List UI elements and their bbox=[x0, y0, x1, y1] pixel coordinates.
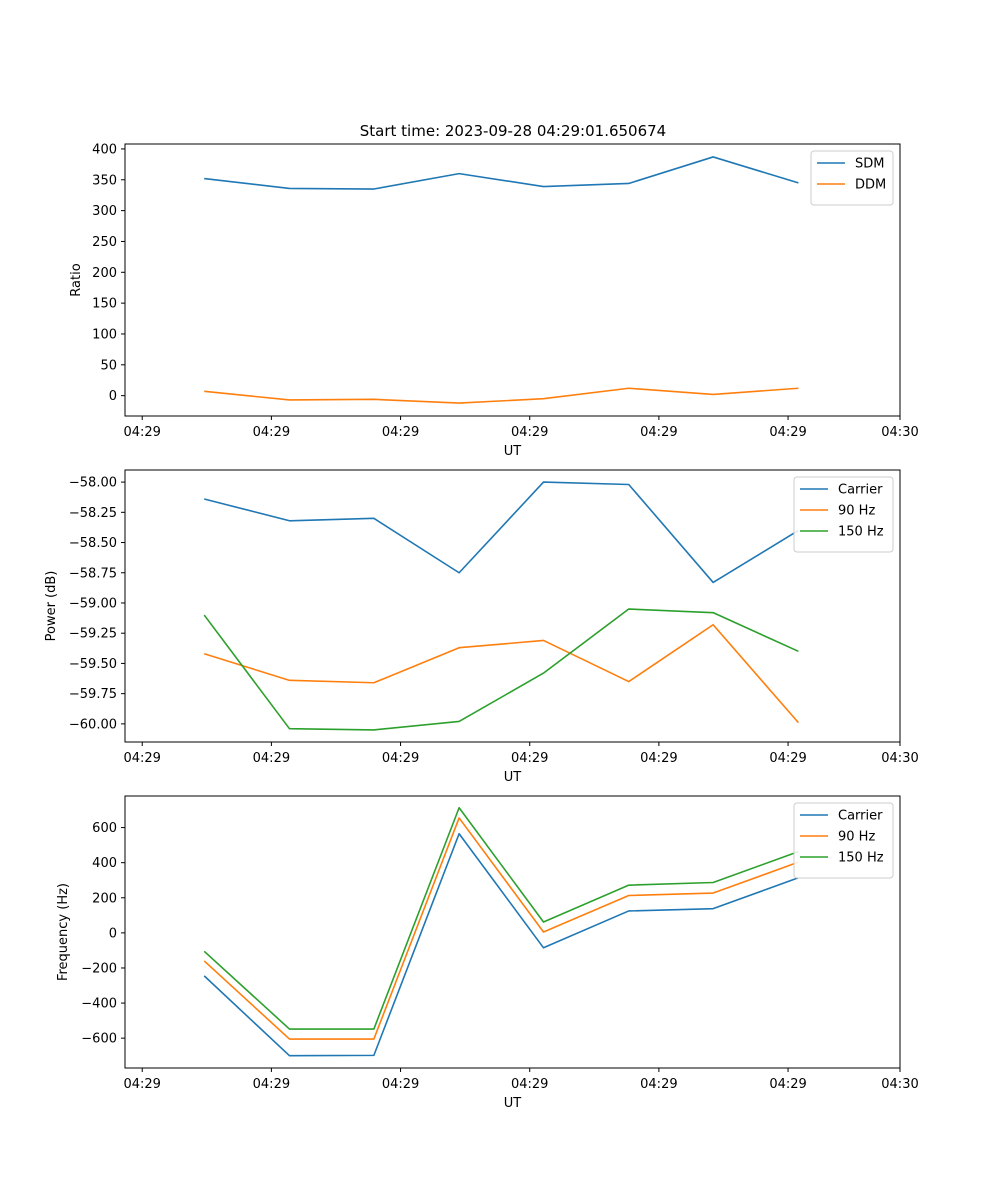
x-tick-label: 04:29 bbox=[640, 751, 677, 766]
x-axis-label: UT bbox=[504, 444, 522, 459]
x-tick-label: 04:29 bbox=[511, 1077, 548, 1092]
legend-label: 150 Hz bbox=[838, 851, 884, 866]
x-tick-label: 04:29 bbox=[123, 751, 160, 766]
y-axis-label: Power (dB) bbox=[44, 571, 59, 642]
subplot-2: 04:29 04:29 04:29 04:29 04:29 04:29 04:30 −58.0… bbox=[44, 469, 919, 785]
legend-box bbox=[793, 476, 894, 553]
y-tick-label: 400 bbox=[92, 142, 117, 157]
x-tick-label: 04:29 bbox=[640, 1077, 677, 1092]
y-tick-label: −58.25 bbox=[69, 506, 117, 521]
x-tick-label: 04:29 bbox=[511, 751, 548, 766]
x-tick-label: 04:30 bbox=[881, 425, 918, 440]
y-tick-label: −600 bbox=[81, 1032, 117, 1047]
x-tick-label: 04:29 bbox=[382, 751, 419, 766]
axes-frame bbox=[124, 795, 901, 1069]
y-axis-label: Frequency (Hz) bbox=[56, 883, 71, 981]
y-tick-label: 200 bbox=[92, 266, 117, 281]
y-tick-label: −59.00 bbox=[69, 596, 117, 611]
y-tick-label: −400 bbox=[81, 997, 117, 1012]
series-line-150-hz bbox=[203, 608, 799, 731]
y-tick-label: 100 bbox=[92, 327, 117, 342]
legend: Carrier 90 Hz 150 Hz bbox=[793, 802, 894, 879]
subplots: 04:29 04:29 04:29 04:29 04:29 04:29 04:30 400 35… bbox=[44, 142, 919, 1111]
x-tick-label: 04:29 bbox=[382, 425, 419, 440]
y-tick-label: −58.00 bbox=[69, 476, 117, 491]
legend-label: SDM bbox=[855, 157, 884, 172]
y-tick-label: −60.00 bbox=[69, 717, 117, 732]
x-tick-label: 04:29 bbox=[253, 751, 290, 766]
y-tick-label: 400 bbox=[92, 856, 117, 871]
figure-title: Start time: 2023-09-28 04:29:01.650674 bbox=[360, 122, 666, 140]
y-tick-label: −200 bbox=[81, 961, 117, 976]
x-tick-label: 04:29 bbox=[253, 425, 290, 440]
legend-box bbox=[810, 150, 894, 206]
subplot-3: 04:29 04:29 04:29 04:29 04:29 04:29 04:30 600 40… bbox=[56, 795, 919, 1111]
legend: Carrier 90 Hz 150 Hz bbox=[793, 476, 894, 553]
axes-frame bbox=[124, 469, 901, 743]
series-line-sdm bbox=[204, 156, 799, 190]
y-tick-label: −59.25 bbox=[69, 627, 117, 642]
x-axis-label: UT bbox=[504, 1096, 522, 1111]
y-tick-label: 350 bbox=[92, 173, 117, 188]
legend-label: Carrier bbox=[838, 809, 883, 824]
y-tick-label: −58.75 bbox=[69, 566, 117, 581]
series-line-150-hz bbox=[203, 806, 799, 1030]
y-tick-label: −59.75 bbox=[69, 687, 117, 702]
x-tick-label: 04:29 bbox=[511, 425, 548, 440]
y-tick-label: 600 bbox=[92, 821, 117, 836]
x-tick-label: 04:29 bbox=[769, 1077, 806, 1092]
series-line-carrier bbox=[204, 481, 799, 584]
y-tick-label: 50 bbox=[100, 358, 117, 373]
y-tick-label: 200 bbox=[92, 891, 117, 906]
x-tick-label: 04:29 bbox=[640, 425, 677, 440]
x-tick-label: 04:29 bbox=[382, 1077, 419, 1092]
subplot-1: 04:29 04:29 04:29 04:29 04:29 04:29 04:30 400 35… bbox=[69, 142, 919, 459]
y-axis-label: Ratio bbox=[69, 263, 84, 296]
x-tick-label: 04:29 bbox=[769, 751, 806, 766]
legend-label: 90 Hz bbox=[838, 830, 875, 845]
x-tick-label: 04:29 bbox=[123, 425, 160, 440]
x-axis-label: UT bbox=[504, 770, 522, 785]
y-tick-label: 0 bbox=[109, 389, 117, 404]
y-tick-label: −58.50 bbox=[69, 536, 117, 551]
series-line-90-hz bbox=[203, 623, 799, 724]
x-tick-label: 04:29 bbox=[123, 1077, 160, 1092]
legend-box bbox=[793, 802, 894, 879]
legend-label: 90 Hz bbox=[838, 504, 875, 519]
y-tick-label: 250 bbox=[92, 235, 117, 250]
x-tick-label: 04:29 bbox=[253, 1077, 290, 1092]
y-tick-label: 150 bbox=[92, 297, 117, 312]
legend-label: DDM bbox=[855, 178, 886, 193]
y-tick-label: −59.50 bbox=[69, 657, 117, 672]
x-tick-label: 04:30 bbox=[881, 1077, 918, 1092]
x-tick-label: 04:30 bbox=[881, 751, 918, 766]
x-tick-label: 04:29 bbox=[769, 425, 806, 440]
axes-frame bbox=[124, 143, 901, 417]
series-line-90-hz bbox=[203, 817, 799, 1040]
legend-label: Carrier bbox=[838, 483, 883, 498]
series-line-ddm bbox=[204, 387, 799, 404]
series-line-carrier bbox=[203, 832, 799, 1057]
legend: SDM DDM bbox=[810, 150, 894, 206]
legend-label: 150 Hz bbox=[838, 525, 884, 540]
y-tick-label: 0 bbox=[109, 926, 117, 941]
y-tick-label: 300 bbox=[92, 204, 117, 219]
